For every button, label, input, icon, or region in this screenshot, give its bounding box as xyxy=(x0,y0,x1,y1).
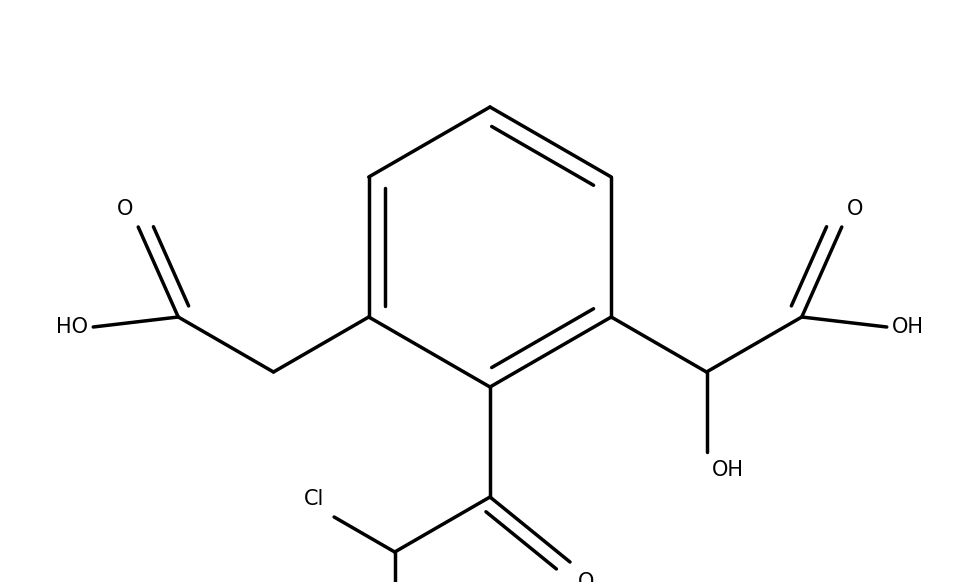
Text: O: O xyxy=(847,199,863,219)
Text: Cl: Cl xyxy=(304,489,324,509)
Text: HO: HO xyxy=(57,317,88,337)
Text: OH: OH xyxy=(892,317,923,337)
Text: O: O xyxy=(578,572,594,582)
Text: OH: OH xyxy=(712,460,744,480)
Text: O: O xyxy=(117,199,134,219)
